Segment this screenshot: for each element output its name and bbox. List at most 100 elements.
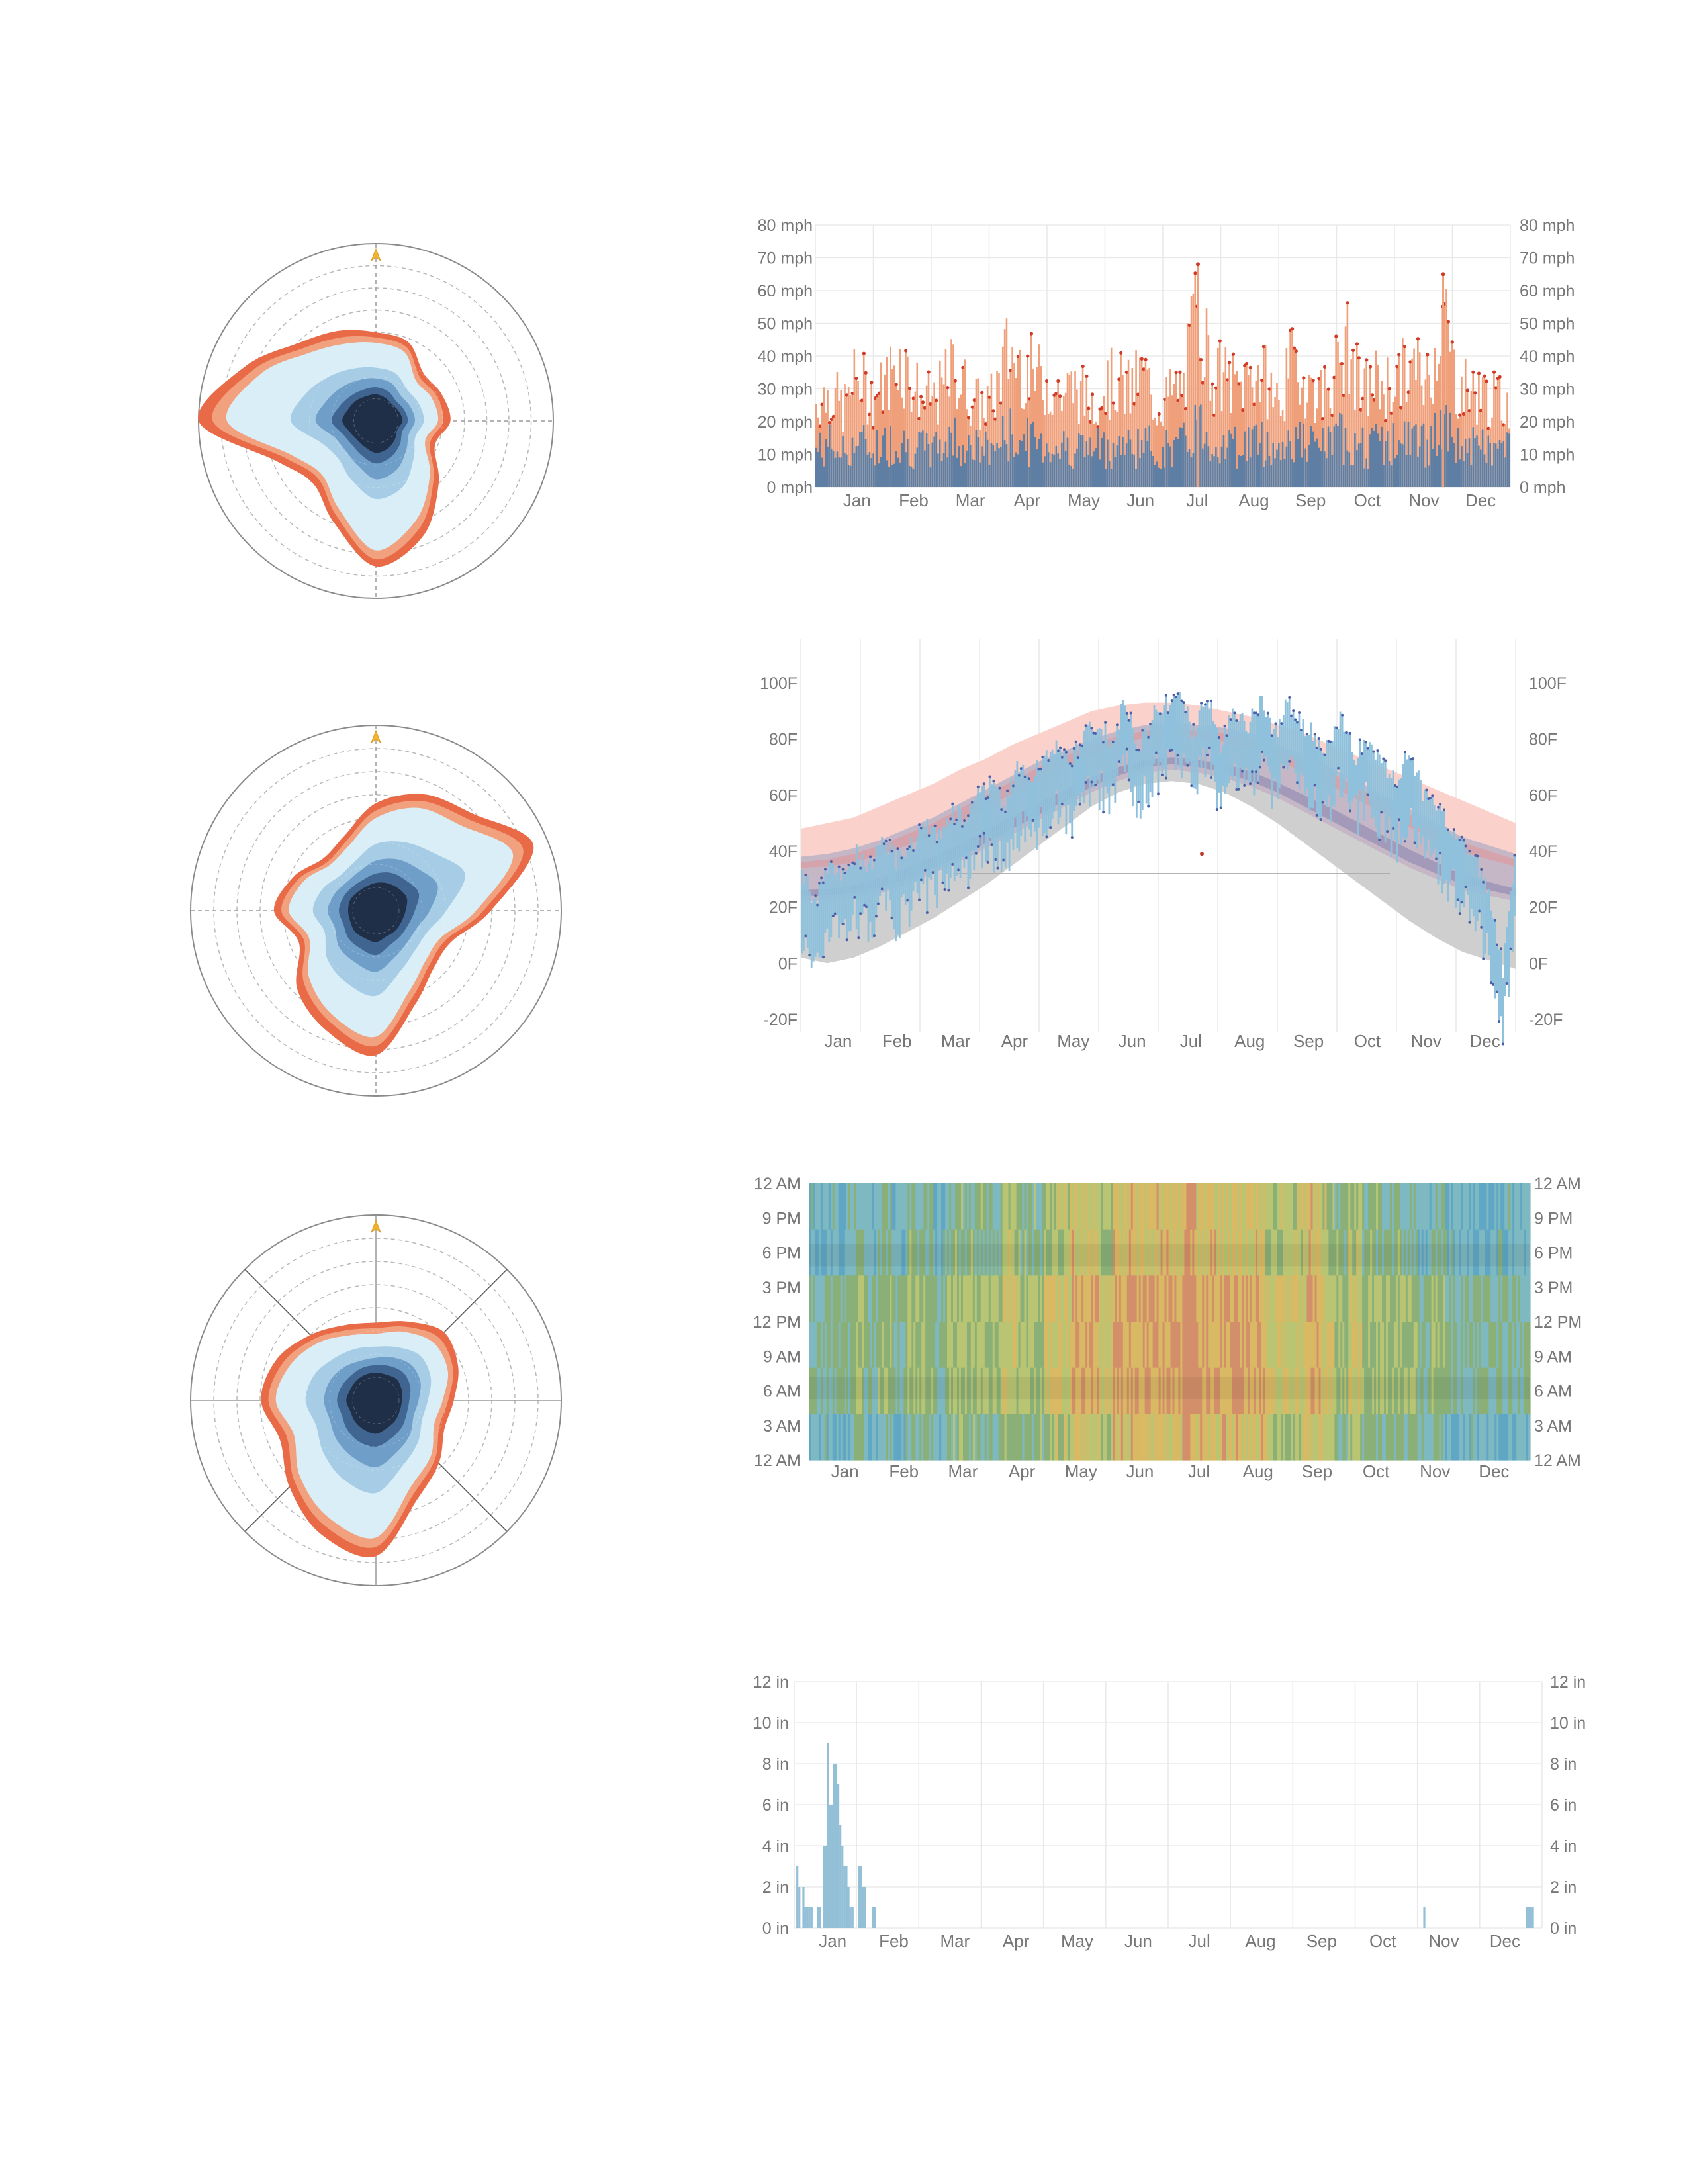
temp-day-bar [1406,759,1408,839]
heat-cell [860,1367,863,1414]
temp-day-bar [981,786,983,869]
speed-bar [1438,445,1440,487]
heat-cell [1222,1229,1224,1276]
temp-day-bar [1457,837,1459,900]
heat-cell [1224,1183,1226,1230]
heat-cell [866,1322,869,1369]
gust-dot [1029,332,1034,336]
speed-bar [935,432,937,487]
heat-cell [1174,1275,1177,1322]
heat-cell [1220,1183,1222,1230]
gust-bar [1003,329,1006,487]
heat-cell [1014,1322,1017,1369]
heat-cell [925,1183,928,1230]
heat-cell [1238,1367,1240,1414]
speed-bar [1383,465,1385,487]
heat-cell [1008,1229,1011,1276]
heat-cell [1358,1229,1361,1276]
speed-bar [971,459,974,487]
snow-bar [831,1805,833,1928]
heat-cell [1481,1229,1483,1276]
heat-cell [984,1275,987,1322]
gust-dot [987,395,991,399]
gust-bar [1398,354,1400,487]
heat-cell [1441,1183,1444,1230]
speed-bar [1040,433,1042,487]
gust-bar [1363,368,1366,487]
heat-cell [1514,1367,1517,1414]
gust-dot [927,370,931,374]
heat-cell [1072,1183,1074,1230]
speed-bar [876,430,878,487]
heat-cell [1490,1414,1493,1461]
temp-dot [1468,921,1471,924]
gust-bar [910,412,913,487]
speed-bar [1125,443,1128,487]
heat-cell [976,1229,980,1276]
heat-cell [897,1367,900,1414]
heat-cell [1249,1414,1252,1461]
heat-cell [958,1414,962,1461]
temp-day-bar [1308,735,1310,811]
snow-bar [837,1784,840,1928]
heat-cell [1168,1183,1171,1230]
temp-day-bar [1151,719,1154,797]
heat-cell [1204,1367,1207,1414]
heat-cell [984,1322,987,1369]
temp-day-bar [820,878,823,959]
temp-day-bar [961,826,964,857]
snow-bar [825,1846,827,1928]
heat-cell [915,1229,918,1276]
heat-cell [1439,1275,1442,1322]
heat-cell [1477,1322,1479,1369]
temp-dot [1041,755,1044,758]
heat-cell [1267,1229,1270,1276]
heat-cell [834,1322,837,1369]
gust-bar [1192,293,1195,487]
heat-cell [1427,1367,1430,1414]
heat-cell [1022,1367,1025,1414]
temp-day-bar [810,902,813,968]
heat-cell [1194,1414,1197,1461]
heat-cell [1174,1414,1177,1461]
heat-cell [1287,1183,1290,1230]
heat-cell [818,1414,821,1461]
speed-bar [855,446,857,487]
heat-cell [958,1183,962,1230]
heat-cell [1271,1183,1274,1230]
heat-cell [1026,1322,1029,1369]
heat-cell [1443,1367,1446,1414]
gust-dot [1322,365,1327,369]
temp-day-bar [1124,705,1126,772]
heat-cell [1378,1414,1381,1461]
temp-day-bar [1024,776,1027,842]
heat-cell [1358,1183,1361,1230]
snow-bar [804,1907,807,1928]
y-tick-left: 4 in [762,1837,789,1856]
heat-cell [1196,1322,1199,1369]
heat-cell [927,1229,930,1276]
heat-cell [966,1414,970,1461]
heat-cell [1306,1229,1310,1276]
heat-cell [1115,1229,1118,1276]
heat-cell [1281,1367,1284,1414]
heat-cell [1508,1414,1511,1461]
heat-cell [931,1322,934,1369]
temp-dot [1125,711,1128,715]
temp-day-bar [895,869,897,942]
heat-cell [1526,1229,1529,1276]
heat-cell [1281,1229,1284,1276]
gust-bar [1135,350,1137,487]
temp-day-bar [816,905,819,953]
heat-cell [1443,1183,1446,1230]
heat-cell [1287,1229,1290,1276]
speed-bar [1285,446,1288,487]
heat-cell [962,1275,966,1322]
heat-cell [1236,1183,1238,1230]
heat-cell [1245,1183,1248,1230]
heat-cell [1453,1414,1456,1461]
temp-dot [978,835,982,838]
gust-bar [998,373,1000,487]
temp-dot [1243,784,1246,787]
heat-cell [1178,1275,1181,1322]
